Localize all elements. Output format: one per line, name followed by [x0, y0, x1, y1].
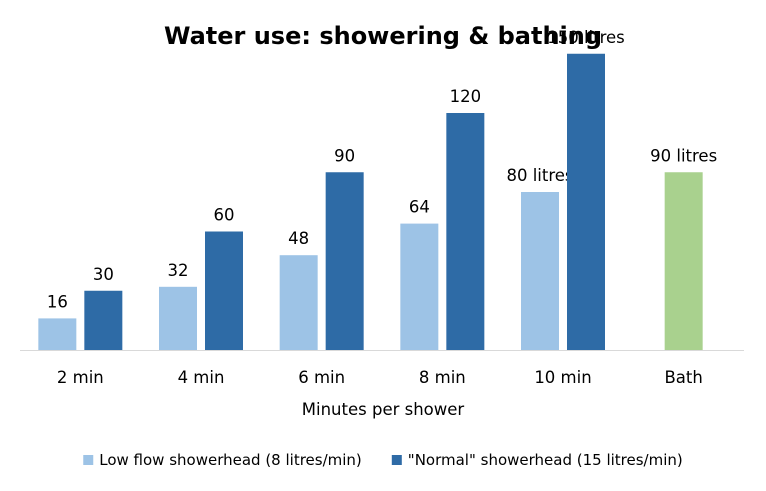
data-label-2-4: 120 — [450, 87, 482, 106]
bar-2-2 — [205, 231, 243, 350]
bar-1-2 — [159, 286, 197, 350]
data-label-3-6: 90 litres — [650, 146, 717, 165]
data-label-1-1: 16 — [47, 292, 68, 311]
x-tick-label-5: 10 min — [534, 368, 591, 387]
x-tick-label-1: 2 min — [57, 368, 104, 387]
x-tick-label-2: 4 min — [178, 368, 225, 387]
x-axis-title: Minutes per shower — [302, 400, 465, 419]
data-label-1-5: 80 litres — [506, 166, 573, 185]
bar-2-4 — [446, 113, 485, 350]
legend: Low flow showerhead (8 litres/min) "Norma… — [83, 451, 683, 469]
x-tick-label-3: 6 min — [298, 368, 345, 387]
x-tick-label-4: 8 min — [419, 368, 466, 387]
data-label-2-2: 60 — [214, 206, 235, 225]
legend-label-1: Low flow showerhead (8 litres/min) — [99, 451, 362, 469]
data-label-2-1: 30 — [93, 265, 114, 284]
legend-swatch-1 — [83, 455, 94, 465]
bar-2-5 — [567, 53, 605, 350]
legend-label-2: "Normal" showerhead (15 litres/min) — [408, 451, 683, 469]
x-tick-labels: 2 min 4 min 6 min 8 min 10 min Bath — [57, 368, 703, 387]
bar-1-1 — [38, 318, 77, 350]
data-label-1-4: 64 — [409, 198, 430, 217]
bar-1-4 — [400, 223, 439, 350]
data-label-2-3: 90 — [334, 146, 355, 165]
data-label-1-3: 48 — [288, 229, 309, 248]
x-tick-label-6: Bath — [664, 368, 702, 387]
bar-1-5 — [521, 192, 559, 350]
chart-title: Water use: showering & bathing — [164, 22, 602, 50]
bars-layer: 16 30 32 60 48 90 64 120 80 litres 150 litres 90 l… — [38, 28, 717, 350]
data-label-1-2: 32 — [168, 261, 189, 280]
bar-2-1 — [84, 290, 123, 350]
legend-swatch-2 — [391, 455, 402, 465]
bar-2-3 — [325, 172, 364, 350]
bar-3-6 — [664, 172, 703, 350]
data-label-2-5: 150 litres — [547, 28, 625, 47]
bar-1-3 — [279, 255, 318, 350]
